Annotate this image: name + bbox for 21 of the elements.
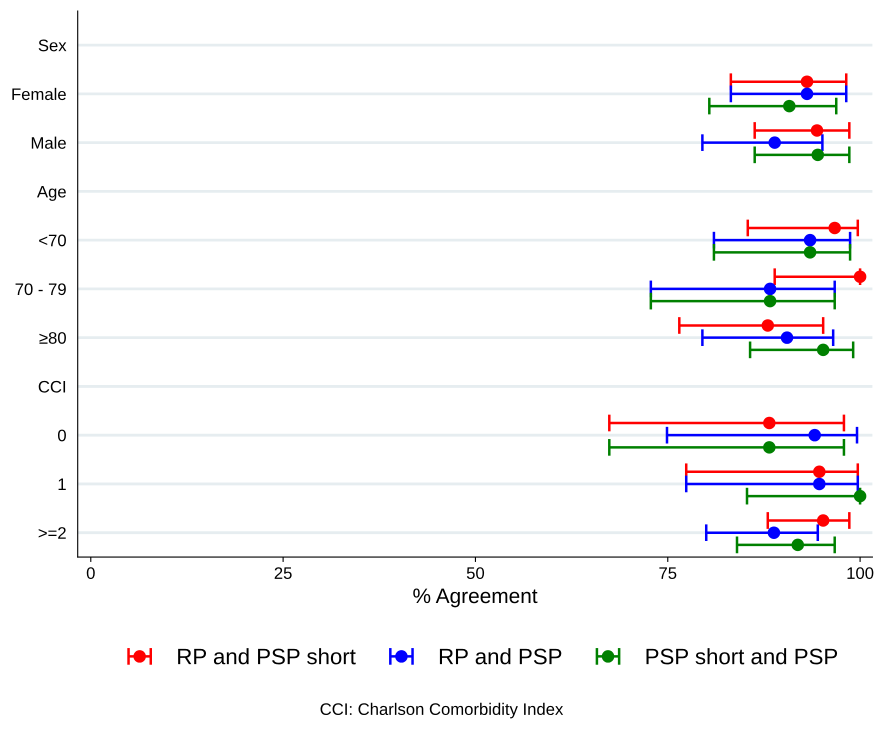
text: CCI: Charlson Comorbidity Index	[320, 702, 564, 718]
x-tick-label: 50	[466, 567, 484, 580]
x-tick-label: 0	[86, 567, 95, 580]
legend-label: RP and PSP short	[178, 648, 356, 664]
legend-label: RP and PSP	[440, 648, 562, 664]
y-tick-label: >=2	[38, 527, 66, 539]
y-tick-label: Male	[32, 136, 66, 149]
legend-label: PSP short and PSP	[646, 648, 838, 664]
x-tick-label: 75	[659, 567, 676, 580]
y-tick-label: Age	[36, 186, 66, 201]
x-axis-title: % Agreement	[413, 588, 538, 608]
x-tick-label: 100	[847, 567, 874, 580]
y-tick-label: Sex	[38, 40, 66, 52]
y-tick-label: <70	[39, 234, 66, 246]
y-tick-label: ≥80	[39, 332, 66, 344]
y-tick-label: CCI	[38, 380, 66, 393]
y-tick-label: 1	[58, 478, 66, 490]
y-tick-label: 0	[58, 430, 66, 442]
y-tick-label: Female	[12, 88, 66, 100]
y-tick-label: 70 - 79	[16, 283, 66, 296]
x-tick-label: 25	[274, 567, 292, 580]
